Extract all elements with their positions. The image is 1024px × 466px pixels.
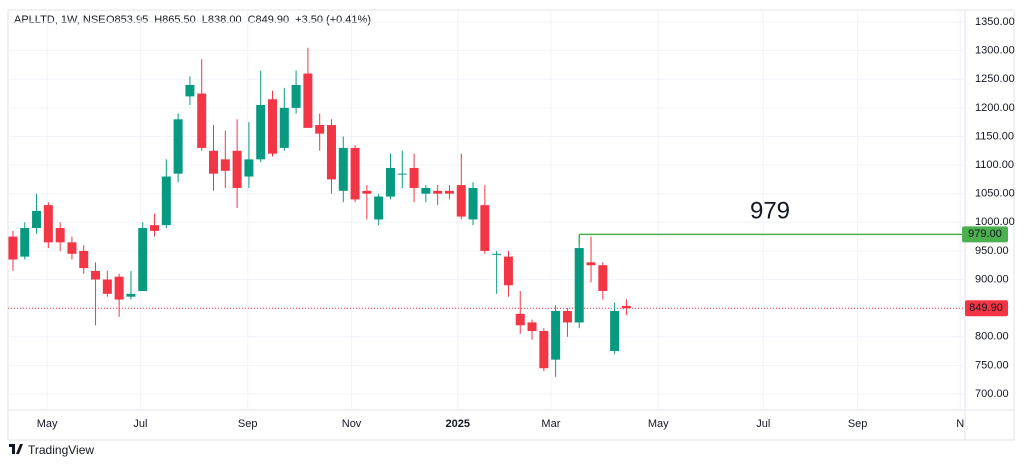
y-tick-label: 950.00 (975, 245, 1009, 257)
candle-body (197, 93, 207, 148)
y-tick-label: 700.00 (975, 388, 1009, 400)
candle-body (362, 190, 372, 194)
candle-body (267, 99, 277, 154)
symbol-title: APLLTD, 1W, NSE (14, 14, 106, 26)
candle-body (161, 176, 171, 226)
x-tick-label: 2025 (445, 418, 469, 430)
y-tick-label: 800.00 (975, 331, 1009, 343)
x-tick-label: N (956, 418, 964, 430)
candle-body (433, 190, 443, 194)
last-price-box (965, 300, 1008, 317)
y-tick-label: 1150.00 (975, 130, 1014, 142)
candle-body (385, 167, 395, 197)
x-tick-label: May (648, 418, 669, 430)
candle-body (20, 228, 30, 257)
candle-body (539, 331, 549, 369)
y-tick-label: 1050.00 (975, 188, 1015, 200)
candle-body (562, 311, 572, 323)
candle-body (551, 311, 561, 360)
candle-body (209, 150, 219, 174)
candle-body (303, 73, 313, 128)
level-price-label: 979.00 (968, 228, 1002, 240)
ohlc-value: H865.50 (154, 14, 196, 26)
candle-body (326, 125, 336, 180)
candle-body (232, 150, 242, 188)
candle-body (598, 265, 608, 291)
x-tick-label: May (37, 418, 58, 430)
candle-body (220, 159, 230, 171)
level-price-box (962, 226, 1008, 243)
x-tick-label: Sep (238, 418, 258, 430)
candle-body (527, 322, 537, 332)
candle-body (102, 279, 112, 294)
candle-body (55, 228, 65, 243)
x-tick-label: Nov (342, 418, 362, 430)
candle-body (32, 210, 42, 229)
candle-body (574, 248, 584, 323)
candle-body (43, 205, 53, 243)
y-tick-label: 1100.00 (975, 159, 1014, 171)
candle-body (138, 228, 148, 291)
candle-body (126, 293, 136, 297)
candle-body (610, 311, 620, 352)
level-annotation: 979 (750, 198, 790, 225)
y-tick-label: 1000.00 (975, 216, 1015, 228)
candle-body (374, 196, 384, 220)
candle-body (350, 147, 360, 200)
candle-body (492, 253, 502, 255)
candle-body (256, 104, 266, 160)
candle-body (91, 270, 101, 280)
ohlc-value: L838.00 (202, 14, 242, 26)
brand: TradingView (9, 443, 94, 457)
candle-body (279, 107, 289, 148)
y-tick-label: 750.00 (975, 359, 1009, 371)
brand-name: TradingView (28, 443, 94, 457)
candle-body (338, 147, 348, 191)
candle-body (409, 167, 419, 188)
candle-body (315, 125, 325, 134)
ohlc-legend: O853.95 H865.50 L838.00 C849.90 +3.50 (+0.41… (106, 14, 371, 26)
candle-body (621, 305, 631, 309)
candle-body (150, 225, 160, 231)
candle-body (503, 256, 513, 286)
candle-body (67, 242, 77, 254)
candle-body (480, 205, 490, 251)
candle-body (397, 173, 407, 175)
last-price-label: 849.90 (969, 302, 1003, 314)
ohlc-value: +3.50 (+0.41%) (295, 14, 371, 26)
ohlc-value: C849.90 (248, 14, 290, 26)
candle-body (291, 84, 301, 108)
candle-body (8, 236, 18, 260)
candle-body (421, 187, 431, 194)
x-tick-label: Jul (756, 418, 770, 430)
candle-body (468, 187, 478, 220)
ohlc-value: O853.95 (106, 14, 148, 26)
candle-body (515, 313, 525, 326)
candle-body (444, 190, 454, 194)
y-tick-label: 1250.00 (975, 73, 1015, 85)
y-tick-label: 1200.00 (975, 102, 1015, 114)
chart-frame (7, 9, 1015, 441)
candle-body (79, 250, 89, 269)
brand-logo (9, 444, 23, 454)
x-tick-label: Jul (133, 418, 147, 430)
candle-body (114, 276, 124, 300)
candle-body (173, 119, 183, 174)
candle-body (244, 159, 254, 177)
y-tick-label: 1350.00 (975, 16, 1015, 28)
y-tick-label: 900.00 (975, 273, 1009, 285)
y-tick-label: 1300.00 (975, 45, 1015, 57)
x-tick-label: Mar (541, 418, 560, 430)
candle-body (456, 185, 466, 217)
candle-body (586, 262, 596, 266)
candle-body (185, 84, 195, 97)
x-tick-label: Sep (848, 418, 868, 430)
